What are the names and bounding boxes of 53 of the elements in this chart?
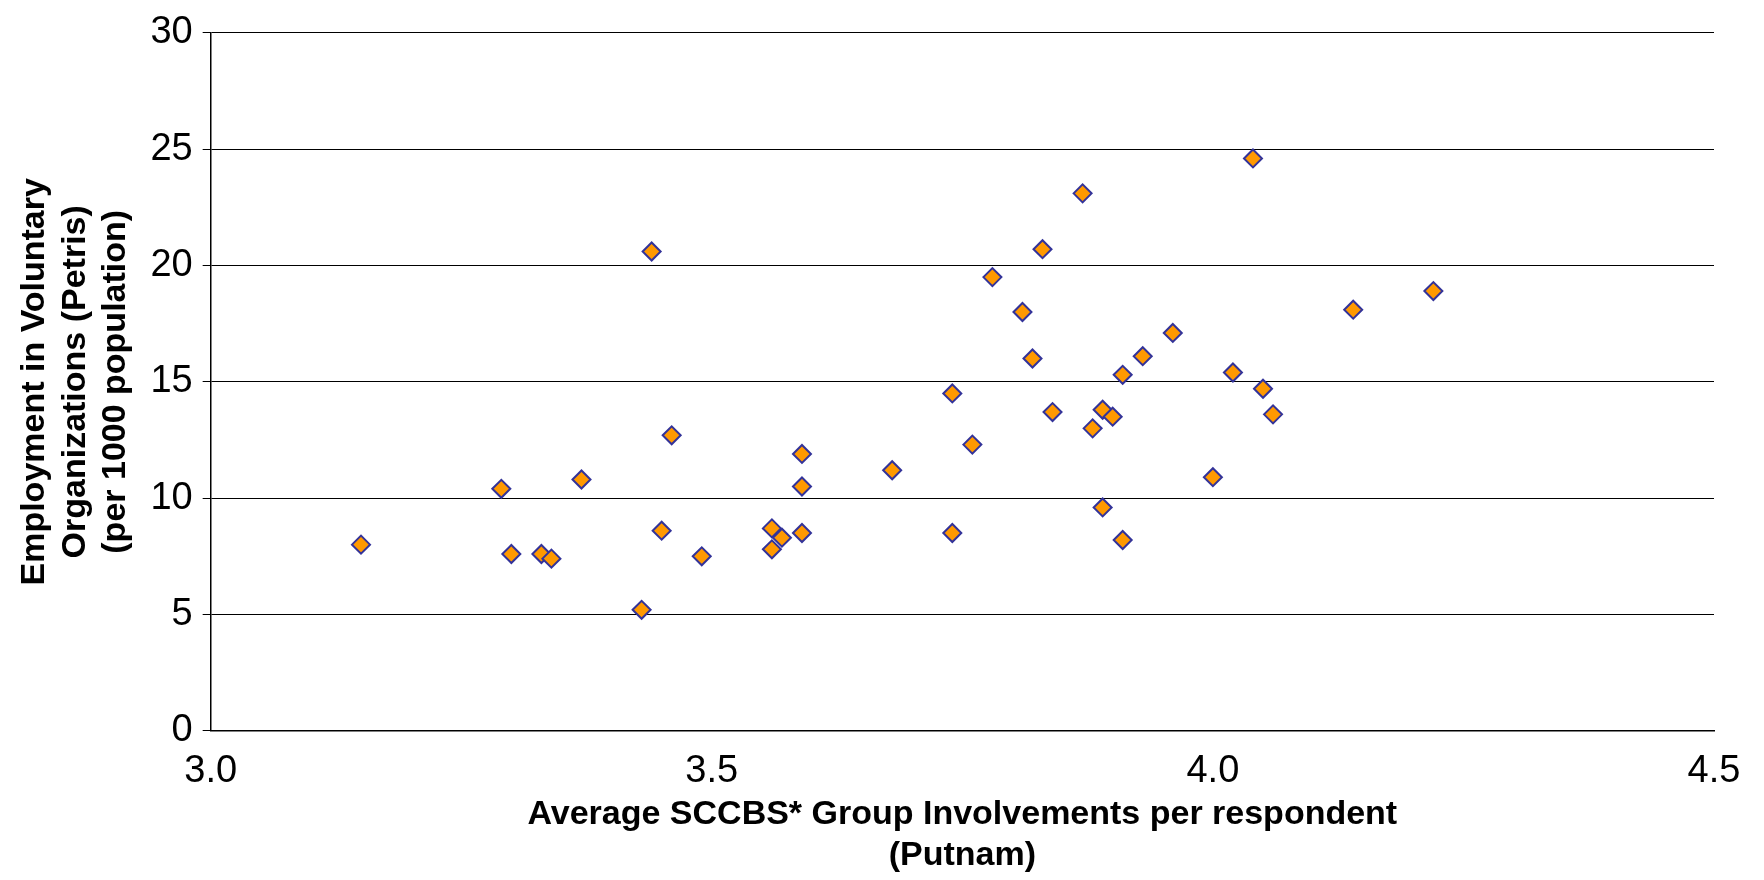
point (982, 267, 1003, 288)
point (1263, 404, 1284, 425)
y-tick-label: 30 (150, 9, 193, 52)
point (631, 599, 652, 620)
y-tick-label: 20 (150, 241, 193, 284)
point (1112, 364, 1133, 385)
point (491, 478, 512, 499)
point (351, 534, 371, 555)
point (1132, 346, 1153, 367)
point (1042, 402, 1063, 423)
point (771, 527, 792, 548)
point (571, 469, 592, 490)
point (1082, 418, 1103, 439)
point (1072, 183, 1093, 204)
point (1343, 299, 1364, 320)
point (942, 523, 963, 544)
x-axis-title: Average SCCBS* Group Involvements per respondent (Putnam) (527, 793, 1398, 872)
y-tick-label: 5 (171, 590, 193, 633)
point (691, 546, 712, 567)
point (882, 460, 903, 481)
point (1032, 239, 1053, 260)
point (1092, 497, 1113, 518)
point (501, 543, 522, 564)
y-tick-label: 0 (171, 707, 193, 750)
x-tick-label: 4.5 (1687, 748, 1741, 791)
point (761, 518, 782, 539)
point (661, 425, 682, 446)
point (1242, 148, 1263, 169)
point (962, 434, 983, 455)
point (651, 520, 672, 541)
point (791, 523, 812, 544)
point (1112, 530, 1133, 551)
point (1022, 348, 1043, 369)
point (1102, 406, 1123, 427)
point (641, 241, 662, 262)
y-tick-label: 15 (150, 358, 193, 401)
point (942, 383, 963, 404)
point (1423, 281, 1444, 302)
point (761, 539, 782, 560)
point (791, 443, 812, 464)
point (541, 548, 562, 569)
point (1162, 322, 1183, 343)
x-tick-label: 3.0 (184, 748, 238, 791)
x-tick-label: 4.0 (1186, 748, 1240, 791)
point (1012, 302, 1033, 322)
point (1253, 378, 1273, 399)
point (791, 476, 812, 497)
y-axis-title: Employment in Voluntary Organizations (Petris) (per 1000 population) (12, 178, 133, 586)
point (1202, 467, 1223, 488)
x-tick-label: 3.5 (685, 748, 739, 791)
point (1222, 362, 1243, 383)
y-tick-label: 25 (150, 125, 193, 168)
y-tick-label: 10 (150, 474, 193, 517)
